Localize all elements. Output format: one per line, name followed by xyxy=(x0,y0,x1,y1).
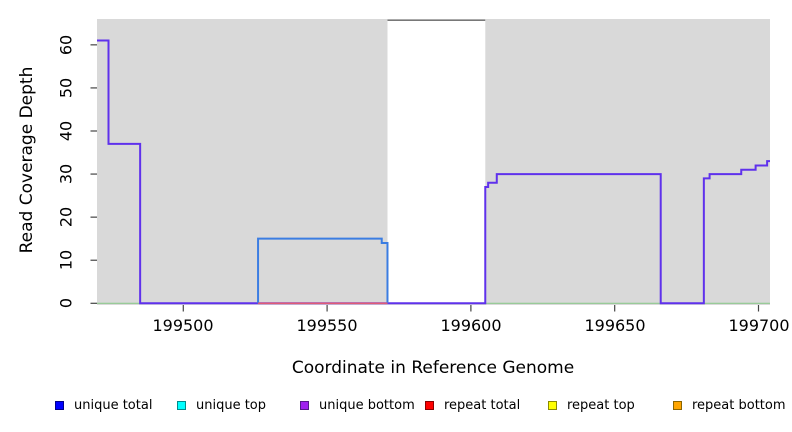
legend-item-repeat-top: repeat top xyxy=(548,397,635,413)
y-tick-label: 60 xyxy=(56,34,76,56)
y-tick-label: 20 xyxy=(56,206,76,228)
unique-top-swatch-icon xyxy=(177,400,186,410)
x-tick-label: 199550 xyxy=(296,316,358,335)
y-tick-label: 40 xyxy=(56,120,76,142)
legend-item-unique-bottom: unique bottom xyxy=(300,397,415,413)
legend-item-repeat-bottom: repeat bottom xyxy=(673,397,786,413)
x-axis-title: Coordinate in Reference Genome xyxy=(291,358,575,378)
legend-label: unique bottom xyxy=(319,397,415,413)
legend-label: unique total xyxy=(74,397,153,413)
legend-item-unique-top: unique top xyxy=(177,397,266,413)
repeat-total-swatch-icon xyxy=(425,400,434,410)
repeat-bottom-swatch-icon xyxy=(673,400,682,410)
repeat-top-swatch-icon xyxy=(548,400,557,410)
x-tick-label: 199500 xyxy=(152,316,214,335)
legend-item-unique-total: unique total xyxy=(55,397,152,413)
x-tick-label: 199700 xyxy=(728,316,790,335)
x-tick-label: 199600 xyxy=(440,316,502,335)
y-tick-label: 0 xyxy=(56,297,76,309)
y-tick-label: 50 xyxy=(56,77,76,99)
y-axis-title: Read Coverage Depth xyxy=(17,66,37,254)
legend-label: unique top xyxy=(196,397,267,413)
legend-label: repeat bottom xyxy=(692,397,786,413)
plot-area xyxy=(90,19,770,312)
y-tick-label: 10 xyxy=(56,249,76,271)
legend-label: repeat top xyxy=(567,397,635,413)
y-tick-label: 30 xyxy=(56,163,76,185)
legend-label: repeat total xyxy=(444,397,521,413)
unique-total-swatch-icon xyxy=(55,400,64,410)
unique-bottom-swatch-icon xyxy=(300,400,309,410)
legend-item-repeat-total: repeat total xyxy=(425,397,520,413)
x-tick-label: 199650 xyxy=(584,316,646,335)
